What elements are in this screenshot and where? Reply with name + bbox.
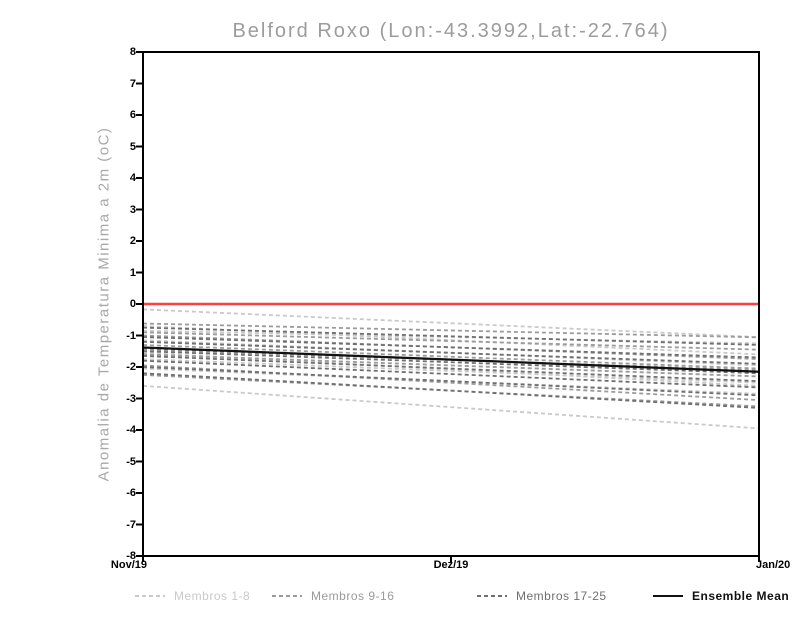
- y-tick-label: -4: [126, 424, 136, 436]
- legend-dashed-line-sample: [477, 595, 507, 597]
- legend-label: Membros 9-16: [311, 589, 395, 603]
- y-tick-label: 8: [129, 46, 136, 58]
- member-line: [142, 366, 760, 397]
- x-tick-label: Jan/20: [756, 559, 791, 571]
- x-tick-label: Nov/19: [110, 559, 147, 571]
- member-line: [142, 385, 760, 430]
- member-line: [142, 355, 760, 383]
- y-tick-label: 4: [129, 172, 136, 184]
- legend-item: Ensemble Mean: [653, 588, 789, 604]
- member-line: [142, 353, 760, 378]
- legend-label: Membros 17-25: [516, 589, 607, 603]
- member-line: [142, 344, 760, 370]
- member-line: [142, 359, 760, 389]
- y-tick-label: 0: [129, 298, 136, 310]
- member-line: [142, 364, 760, 401]
- member-line: [142, 331, 760, 351]
- chart-title: Belford Roxo (Lon:-43.3992,Lat:-22.764): [232, 20, 670, 42]
- ensemble-mean-line: [142, 346, 760, 373]
- legend-item: Membros 9-16: [272, 588, 394, 604]
- legend: Membros 1-8 Membros 9-16 Membros 17-25 Ense…: [0, 588, 800, 606]
- y-tick-label: -1: [126, 329, 136, 342]
- member-line: [142, 326, 760, 346]
- y-tick-label: -5: [126, 455, 136, 468]
- y-tick-label: 2: [129, 235, 136, 247]
- legend-solid-line-sample: [653, 595, 683, 597]
- y-tick-label: -8: [126, 550, 136, 562]
- y-tick-label: -2: [126, 361, 136, 373]
- y-tick-label: -3: [126, 392, 136, 405]
- y-tick-label: 1: [129, 266, 136, 279]
- legend-item: Membros 1-8: [135, 588, 250, 604]
- legend-item: Membros 17-25: [477, 588, 607, 604]
- member-line: [142, 336, 760, 359]
- member-line: [142, 358, 760, 384]
- member-line: [142, 340, 760, 365]
- y-tick-label: 6: [129, 109, 136, 121]
- y-tick-label: 3: [129, 203, 136, 216]
- y-tick-label: -7: [126, 518, 136, 531]
- member-line: [142, 322, 760, 339]
- y-tick-label: 7: [129, 77, 136, 90]
- member-line: [142, 308, 760, 338]
- legend-label: Membros 1-8: [174, 589, 251, 603]
- legend-label: Ensemble Mean: [692, 589, 790, 603]
- y-tick-label: -6: [126, 487, 136, 499]
- legend-dashed-line-sample: [272, 595, 302, 597]
- y-tick-label: 5: [129, 140, 136, 153]
- x-tick-label: Dez/19: [433, 559, 469, 571]
- plot-area: [136, 51, 760, 562]
- legend-dashed-line-sample: [135, 595, 165, 597]
- member-line: [142, 350, 760, 375]
- member-line: [142, 372, 760, 409]
